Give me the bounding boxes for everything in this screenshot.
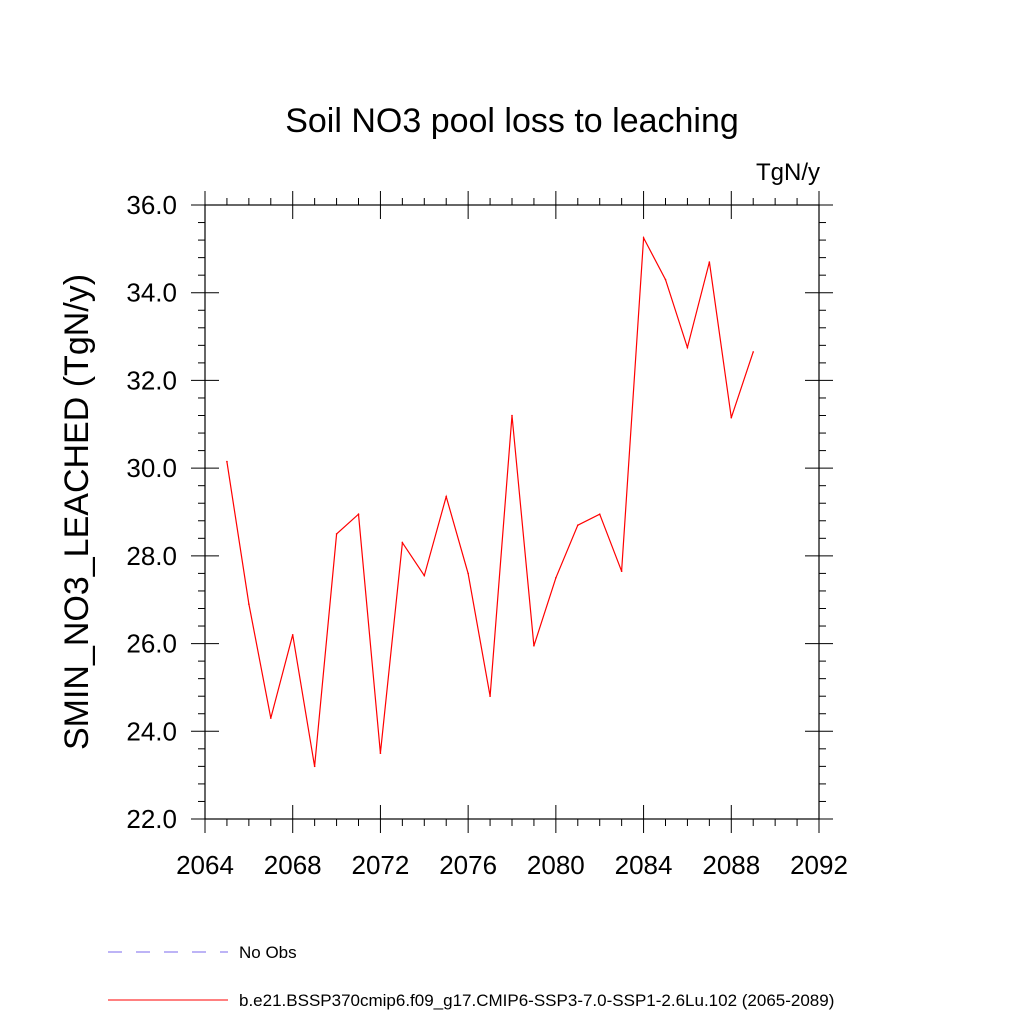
x-tick-label: 2064 — [176, 850, 234, 880]
series-line — [226, 235, 754, 767]
data-point — [555, 576, 557, 579]
data-point — [708, 261, 711, 263]
data-point — [598, 513, 601, 515]
legend-label: b.e21.BSSP370cmip6.f09_g17.CMIP6-SSP3-7.… — [239, 991, 834, 1010]
x-tick-label: 2080 — [527, 850, 585, 880]
data-point — [642, 237, 645, 239]
x-tick-label: 2088 — [702, 850, 760, 880]
y-tick-label: 22.0 — [126, 804, 177, 834]
data-point — [269, 717, 272, 719]
data-point — [401, 541, 404, 544]
y-tick-label: 26.0 — [126, 629, 177, 659]
y-tick-label: 36.0 — [126, 190, 177, 220]
series-layer — [226, 235, 755, 768]
data-point — [248, 603, 250, 605]
data-point — [423, 574, 426, 577]
x-tick-label: 2092 — [790, 850, 848, 880]
data-point — [533, 644, 535, 647]
data-point — [576, 524, 579, 526]
data-point — [511, 414, 513, 417]
x-tick-label: 2072 — [352, 850, 410, 880]
y-tick-label: 24.0 — [126, 716, 177, 746]
data-point — [730, 416, 733, 419]
data-point — [357, 513, 360, 515]
data-point — [686, 346, 689, 349]
units-label: TgN/y — [756, 159, 820, 186]
x-tick-label: 2068 — [264, 850, 322, 880]
x-tick-label: 2084 — [615, 850, 673, 880]
y-axis-label: SMIN_NO3_LEACHED (TgN/y) — [58, 274, 96, 750]
y-tick-label: 30.0 — [126, 453, 177, 483]
data-point — [335, 533, 338, 535]
y-tick-label: 34.0 — [126, 278, 177, 308]
axes: 2064 2068 2072 2076 2080 2084 2088 2092 22.0 24.0… — [126, 190, 848, 880]
data-point — [664, 278, 667, 281]
data-point — [291, 634, 294, 636]
data-point — [226, 460, 228, 463]
data-point — [489, 695, 491, 697]
data-point — [379, 752, 382, 755]
plot-frame — [204, 204, 820, 820]
x-tick-label: 2076 — [439, 850, 497, 880]
chart-title: Soil NO3 pool loss to leaching — [285, 102, 739, 140]
data-point — [445, 495, 448, 498]
data-point — [620, 570, 623, 573]
legend-label: No Obs — [239, 943, 297, 962]
data-point — [467, 572, 469, 575]
data-point — [313, 765, 316, 768]
y-tick-label: 32.0 — [126, 365, 177, 395]
data-point — [752, 351, 755, 353]
y-tick-label: 28.0 — [126, 541, 177, 571]
legend: No Obs b.e21.BSSP370cmip6.f09_g17.CMIP6-S… — [108, 943, 834, 1010]
